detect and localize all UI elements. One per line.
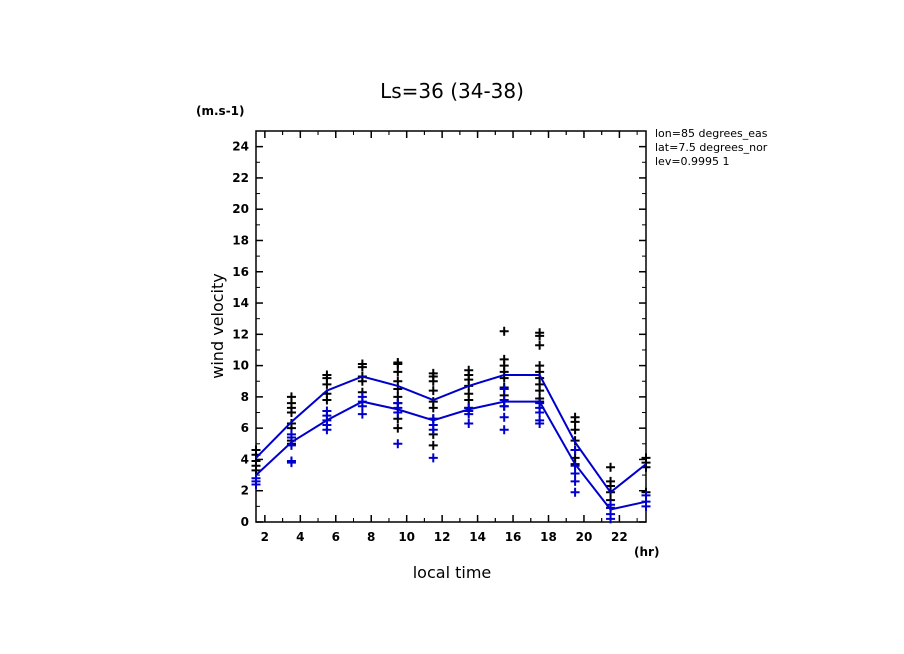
scatter-point bbox=[393, 367, 403, 377]
x-tick-label: 20 bbox=[576, 530, 593, 544]
x-tick-label: 6 bbox=[332, 530, 340, 544]
scatter-point bbox=[499, 425, 509, 435]
scatter-point bbox=[499, 395, 509, 405]
scatter-point bbox=[322, 406, 332, 416]
scatter-point bbox=[464, 389, 474, 399]
scatter-point bbox=[428, 386, 438, 396]
scatter-point bbox=[357, 359, 367, 369]
scatter-point bbox=[393, 376, 403, 386]
plot-frame bbox=[255, 130, 647, 523]
x-axis-label: local time bbox=[413, 563, 492, 582]
scatter-point bbox=[357, 409, 367, 419]
scatter-point bbox=[428, 453, 438, 463]
scatter-point bbox=[535, 328, 545, 338]
y-tick-label: 18 bbox=[232, 233, 249, 247]
y-tick-label: 4 bbox=[241, 452, 249, 466]
y-axis-label: wind velocity bbox=[208, 273, 227, 378]
y-tick-label: 6 bbox=[241, 421, 249, 435]
series-line-2 bbox=[255, 400, 647, 511]
scatter-point bbox=[570, 469, 580, 479]
series-line-1 bbox=[255, 374, 647, 494]
x-tick-label: 8 bbox=[367, 530, 375, 544]
x-tick-label: 2 bbox=[261, 530, 269, 544]
scatter-point bbox=[570, 476, 580, 486]
scatter-point bbox=[251, 445, 261, 455]
y-tick-label: 14 bbox=[232, 296, 249, 310]
scatter-point bbox=[570, 487, 580, 497]
scatter-point bbox=[428, 368, 438, 378]
scatter-point bbox=[535, 340, 545, 350]
scatter-point bbox=[286, 418, 296, 428]
scatter-point bbox=[393, 398, 403, 408]
scatter-point bbox=[393, 423, 403, 433]
info-lat: lat=7.5 degrees_nor bbox=[655, 141, 768, 154]
scatter-point bbox=[499, 326, 509, 336]
scatter-point bbox=[606, 476, 616, 486]
x-tick-label: 4 bbox=[296, 530, 304, 544]
y-tick-label: 10 bbox=[232, 359, 249, 373]
x-tick-label: 22 bbox=[611, 530, 628, 544]
scatter-point bbox=[570, 412, 580, 422]
scatter-point bbox=[286, 392, 296, 402]
y-tick-label: 12 bbox=[232, 327, 249, 341]
scatter-point bbox=[499, 384, 509, 394]
scatter-point bbox=[428, 440, 438, 450]
scatter-point bbox=[570, 445, 580, 455]
x-tick-label: 12 bbox=[434, 530, 451, 544]
y-tick-label: 8 bbox=[241, 390, 249, 404]
x-tick-label: 14 bbox=[469, 530, 486, 544]
scatter-point bbox=[535, 415, 545, 425]
info-lon: lon=85 degrees_eas bbox=[655, 127, 768, 140]
scatter-point bbox=[286, 429, 296, 439]
scatter-point bbox=[570, 425, 580, 435]
scatter-point bbox=[499, 412, 509, 422]
y-tick-label: 16 bbox=[232, 265, 249, 279]
scatter-point bbox=[499, 354, 509, 364]
scatter-point bbox=[606, 462, 616, 472]
info-lev: lev=0.9995 1 bbox=[655, 155, 730, 168]
scatter-point bbox=[286, 456, 296, 466]
y-tick-label: 0 bbox=[241, 515, 249, 529]
x-tick-label: 16 bbox=[505, 530, 522, 544]
y-unit-label: (m.s-1) bbox=[196, 104, 245, 118]
scatter-point bbox=[535, 361, 545, 371]
scatter-point bbox=[357, 392, 367, 402]
scatter-point bbox=[641, 453, 651, 463]
chart-title: Ls=36 (34-38) bbox=[380, 79, 524, 103]
y-tick-label: 24 bbox=[232, 140, 249, 154]
x-tick-label: 18 bbox=[540, 530, 557, 544]
scatter-point bbox=[251, 473, 261, 483]
x-unit-label: (hr) bbox=[634, 545, 659, 559]
scatter-point bbox=[393, 357, 403, 367]
scatter-point bbox=[428, 397, 438, 407]
y-tick-label: 22 bbox=[232, 171, 249, 185]
x-tick-label: 10 bbox=[398, 530, 415, 544]
scatter-point bbox=[641, 490, 651, 500]
scatter-point bbox=[464, 418, 474, 428]
scatter-point bbox=[322, 370, 332, 380]
scatter-point bbox=[393, 439, 403, 449]
y-tick-label: 2 bbox=[241, 484, 249, 498]
scatter-point bbox=[464, 365, 474, 375]
y-tick-label: 20 bbox=[232, 202, 249, 216]
